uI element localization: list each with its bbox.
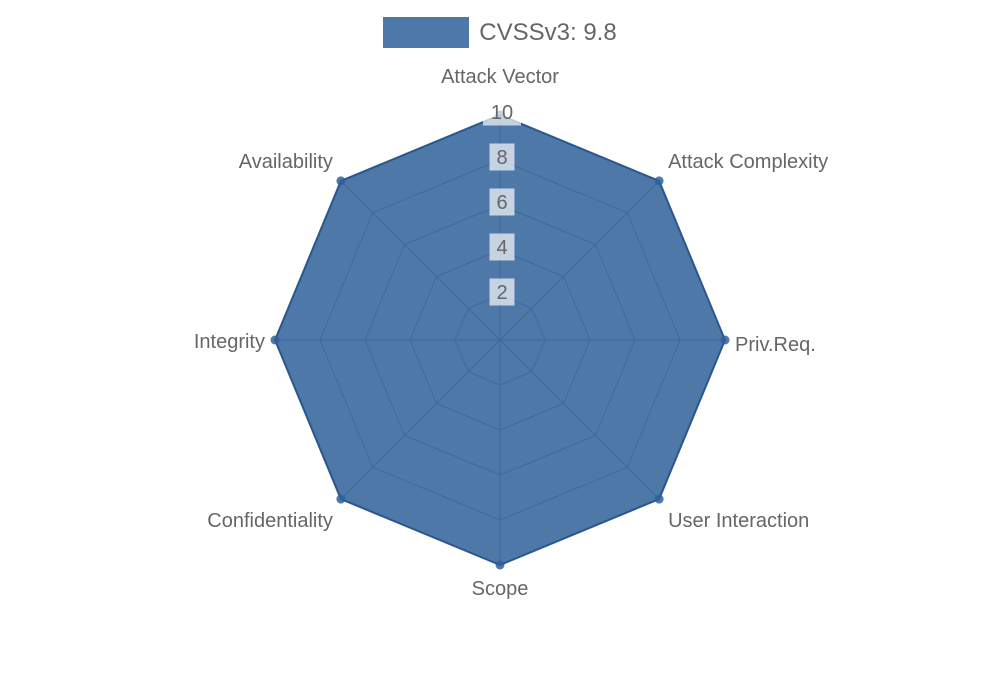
tick-backdrop <box>489 188 515 216</box>
tick-label: 10 <box>491 102 513 124</box>
legend-item[interactable]: CVSSv3: 9.8 <box>0 17 1000 48</box>
data-point[interactable] <box>336 176 346 186</box>
axis-label: Integrity <box>194 331 265 353</box>
data-point[interactable] <box>654 176 664 186</box>
tick-label: 2 <box>496 282 507 304</box>
data-point[interactable] <box>336 494 346 504</box>
legend-swatch <box>383 17 470 48</box>
tick-backdrop <box>483 98 521 126</box>
tick-label: 8 <box>496 147 507 169</box>
axis-label: Availability <box>239 151 333 173</box>
axis-label: Attack Vector <box>441 66 559 88</box>
axis-label: Scope <box>472 578 529 600</box>
axis-label: Confidentiality <box>207 510 333 532</box>
axis-label: Priv.Req. <box>735 334 816 356</box>
tick-backdrop <box>489 278 515 306</box>
axis-label: User Interaction <box>668 510 809 532</box>
data-point[interactable] <box>720 335 730 345</box>
legend-label: CVSSv3: 9.8 <box>479 19 617 46</box>
data-point[interactable] <box>654 494 664 504</box>
axis-label: Attack Complexity <box>668 151 828 173</box>
tick-label: 4 <box>496 237 507 259</box>
tick-backdrop <box>489 143 515 171</box>
tick-backdrop <box>489 233 515 261</box>
data-point[interactable] <box>270 335 280 345</box>
data-point[interactable] <box>495 560 505 570</box>
tick-label: 6 <box>496 192 507 214</box>
